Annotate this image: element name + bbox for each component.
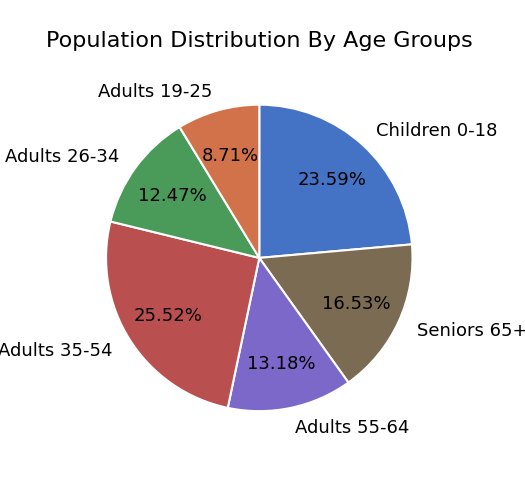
Text: Adults 26-34: Adults 26-34 [5, 147, 120, 165]
Text: Adults 35-54: Adults 35-54 [0, 341, 113, 360]
Text: Adults 55-64: Adults 55-64 [295, 419, 409, 436]
Wedge shape [180, 106, 259, 258]
Wedge shape [110, 128, 259, 258]
Text: Adults 19-25: Adults 19-25 [98, 83, 213, 101]
Wedge shape [259, 106, 412, 258]
Wedge shape [228, 258, 349, 411]
Title: Population Distribution By Age Groups: Population Distribution By Age Groups [46, 31, 473, 50]
Text: 8.71%: 8.71% [202, 146, 259, 164]
Text: 25.52%: 25.52% [134, 306, 203, 324]
Text: Seniors 65+: Seniors 65+ [417, 322, 525, 339]
Text: 23.59%: 23.59% [297, 170, 366, 188]
Wedge shape [259, 245, 413, 383]
Text: Children 0-18: Children 0-18 [376, 122, 498, 140]
Text: 13.18%: 13.18% [247, 354, 316, 372]
Text: 16.53%: 16.53% [322, 294, 391, 312]
Text: 12.47%: 12.47% [139, 186, 207, 204]
Wedge shape [106, 222, 259, 408]
